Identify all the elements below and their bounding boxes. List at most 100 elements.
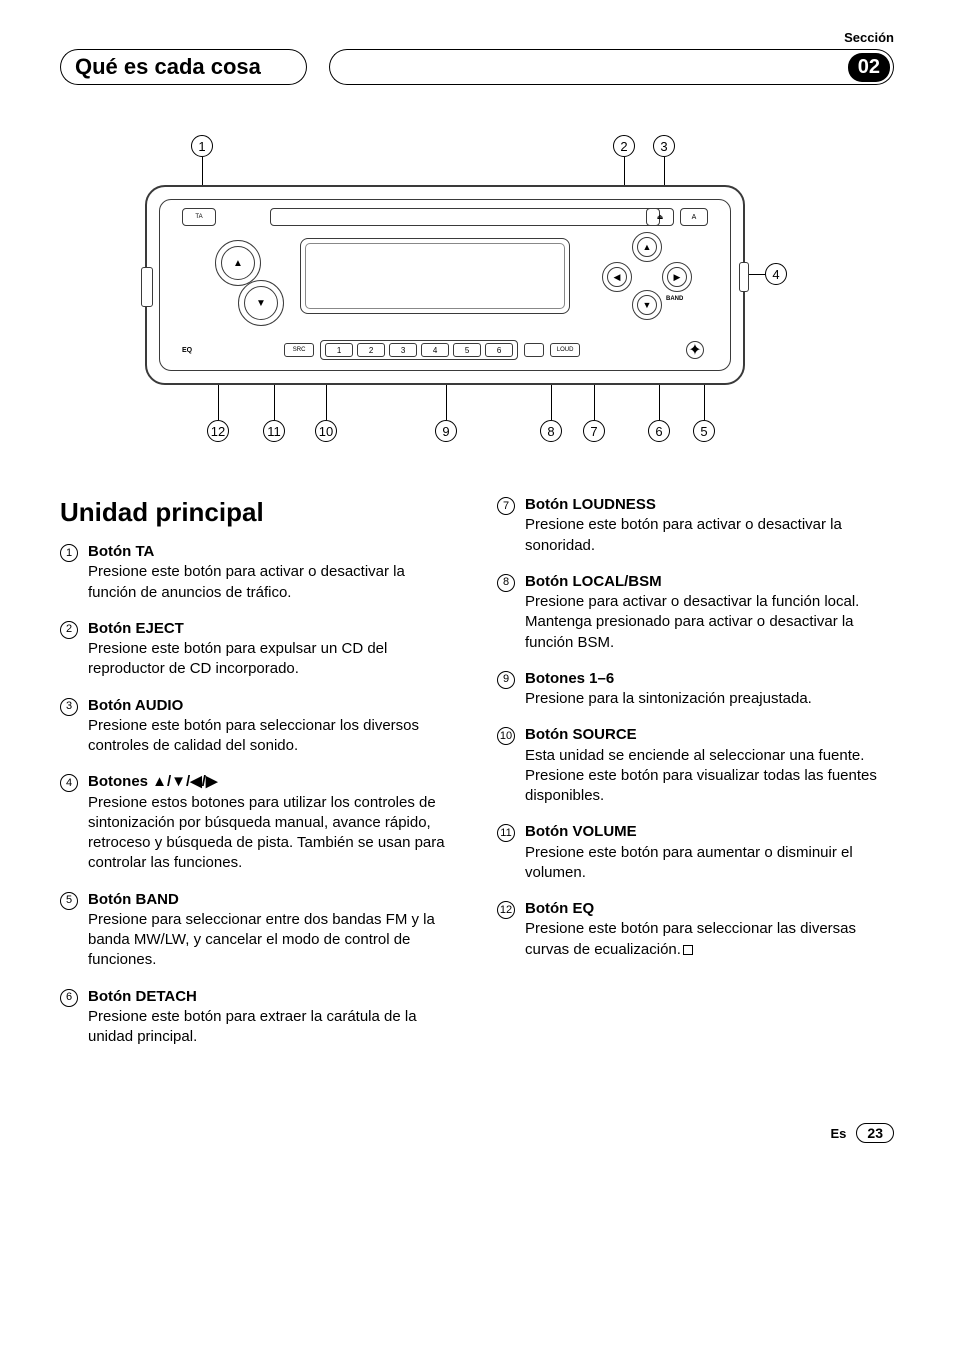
page-number: 23 (856, 1123, 894, 1143)
item-desc: Esta unidad se enciende al seleccionar u… (525, 746, 894, 807)
up-button: ▲ (632, 232, 662, 262)
item-num: 5 (60, 892, 78, 910)
stereo-inner: TA ⏏ A ▲ ▼ ▲ ◀ ▶ ▼ BAND EQ SRC 1 (159, 199, 731, 371)
lang-code: Es (831, 1126, 847, 1141)
preset-4: 4 (421, 343, 449, 357)
decor-curve (289, 49, 307, 85)
title-bar: Qué es cada cosa 02 (60, 49, 894, 85)
chapter-number: 02 (848, 53, 890, 82)
item-title: Botón LOUDNESS (525, 496, 656, 513)
preset-2: 2 (357, 343, 385, 357)
item-title: Botón VOLUME (525, 823, 637, 840)
left-button: ◀ (602, 262, 632, 292)
item-10: 10 Botón SOURCE Esta unidad se enciende a… (497, 725, 894, 806)
side-port (739, 262, 749, 292)
callout-9: 9 (435, 420, 457, 442)
ta-button: TA (182, 208, 216, 226)
item-title: Botones 1–6 (525, 670, 614, 687)
item-num: 7 (497, 497, 515, 515)
item-1: 1 Botón TA Presione este botón para activ… (60, 542, 457, 603)
item-desc: Presione este botón para seleccionar los… (88, 716, 457, 757)
item-num: 2 (60, 621, 78, 639)
item-num: 11 (497, 824, 515, 842)
item-num: 9 (497, 671, 515, 689)
top-right-buttons: ⏏ A (646, 208, 708, 226)
item-num: 4 (60, 774, 78, 792)
callout-11: 11 (263, 420, 285, 442)
item-title: Botón AUDIO (88, 697, 183, 714)
src-button: SRC (284, 343, 314, 357)
detach-button: ✦ (686, 341, 704, 359)
item-2: 2 Botón EJECT Presione este botón para ex… (60, 619, 457, 680)
page-title: Qué es cada cosa (60, 49, 289, 85)
eject-button: ⏏ (646, 208, 674, 226)
callout-10: 10 (315, 420, 337, 442)
item-num: 10 (497, 727, 515, 745)
item-desc: Presione este botón para activar o desac… (88, 562, 457, 603)
item-title: Botón SOURCE (525, 726, 637, 743)
item-num: 12 (497, 901, 515, 919)
cd-slot (270, 208, 660, 226)
item-desc: Presione para la sintonización preajusta… (525, 689, 894, 709)
item-desc: Presione este botón para activar o desac… (525, 515, 894, 556)
item-num: 8 (497, 574, 515, 592)
volume-up-dial: ▲ (215, 240, 261, 286)
side-notch (141, 267, 153, 307)
left-column: Unidad principal 1 Botón TA Presione este… (60, 495, 457, 1063)
preset-6: 6 (485, 343, 513, 357)
item-title: Botón TA (88, 543, 154, 560)
item-desc: Presione estos botones para utilizar los… (88, 793, 457, 874)
main-heading: Unidad principal (60, 495, 457, 530)
preset-buttons: 1 2 3 4 5 6 (320, 340, 518, 360)
volume-down-dial: ▼ (238, 280, 284, 326)
item-title: Botones ▲/▼/◀/▶ (88, 773, 217, 790)
decor-curve (329, 49, 347, 85)
item-5: 5 Botón BANDPresione para seleccionar en… (60, 890, 457, 971)
right-button: ▶ (662, 262, 692, 292)
item-8: 8 Botón LOCAL/BSMPresione para activar o… (497, 572, 894, 653)
item-num: 3 (60, 698, 78, 716)
item-title: Botón LOCAL/BSM (525, 573, 662, 590)
chapter-badge-wrap: 02 (347, 49, 894, 85)
preset-5: 5 (453, 343, 481, 357)
item-title: Botón EJECT (88, 620, 184, 637)
eq-label: EQ (182, 347, 192, 354)
section-label: Sección (60, 30, 894, 45)
arrow-pad: ▲ ◀ ▶ ▼ BAND (602, 236, 692, 318)
audio-button: A (680, 208, 708, 226)
item-desc: Presione este botón para aumentar o dism… (525, 843, 894, 884)
callout-6: 6 (648, 420, 670, 442)
item-desc: Presione este botón para extraer la cará… (88, 1007, 457, 1048)
item-3: 3 Botón AUDIO Presione este botón para se… (60, 696, 457, 757)
item-desc: Presione este botón para expulsar un CD … (88, 639, 457, 680)
end-block-icon (683, 945, 693, 955)
bottom-row: EQ SRC 1 2 3 4 5 6 LOUD ✦ (182, 340, 708, 360)
down-button: ▼ (632, 290, 662, 320)
callout-5: 5 (693, 420, 715, 442)
item-num: 1 (60, 544, 78, 562)
item-num: 6 (60, 989, 78, 1007)
display-screen (300, 238, 570, 314)
item-title: Botón BAND (88, 891, 179, 908)
callout-3: 3 (653, 135, 675, 157)
item-9: 9 Botones 1–6 Presione para la sintonizac… (497, 669, 894, 710)
item-title: Botón EQ (525, 900, 594, 917)
stereo-faceplate: TA ⏏ A ▲ ▼ ▲ ◀ ▶ ▼ BAND EQ SRC 1 (145, 185, 745, 385)
callout-4: 4 (765, 263, 787, 285)
item-4: 4 Botones ▲/▼/◀/▶ Presione estos botones … (60, 772, 457, 873)
item-11: 11 Botón VOLUME Presione este botón para … (497, 822, 894, 883)
preset-3: 3 (389, 343, 417, 357)
callout-8: 8 (540, 420, 562, 442)
item-12: 12 Botón EQ Presione este botón para sele… (497, 899, 894, 960)
preset-1: 1 (325, 343, 353, 357)
callout-1: 1 (191, 135, 213, 157)
right-column: 7 Botón LOUDNESS Presione este botón para… (497, 495, 894, 1063)
callout-2: 2 (613, 135, 635, 157)
item-title: Botón DETACH (88, 988, 197, 1005)
local-button (524, 343, 544, 357)
item-6: 6 Botón DETACH Presione este botón para e… (60, 987, 457, 1048)
stereo-diagram: 1 2 3 4 12 11 10 9 8 7 6 5 TA ⏏ A ▲ ▼ (95, 135, 795, 455)
item-desc: Presione este botón para seleccionar las… (525, 919, 894, 960)
page-footer: Es 23 (60, 1123, 894, 1143)
item-7: 7 Botón LOUDNESS Presione este botón para… (497, 495, 894, 556)
